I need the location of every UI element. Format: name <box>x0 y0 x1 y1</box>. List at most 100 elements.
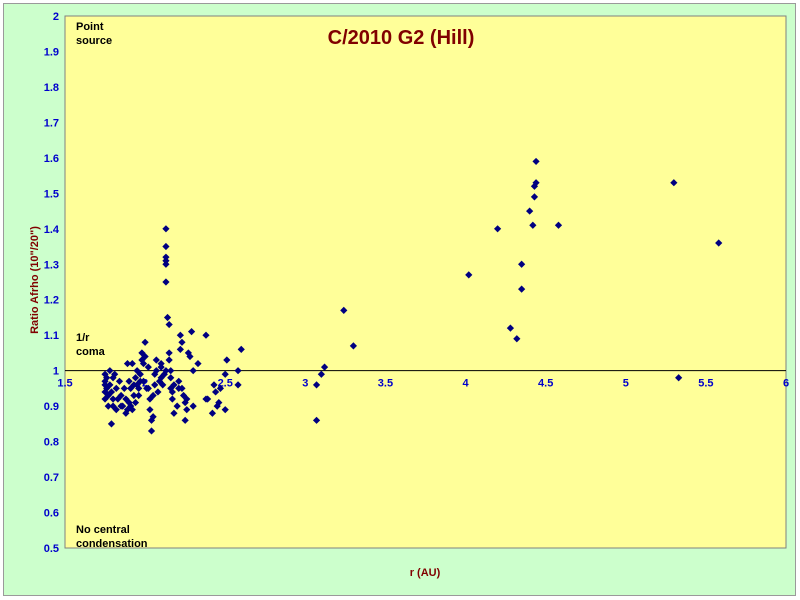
x-tick-label: 5.5 <box>698 378 713 390</box>
data-point <box>532 179 540 187</box>
y-tick-label: 1.2 <box>44 295 59 307</box>
data-point <box>152 367 160 375</box>
data-point <box>128 359 136 368</box>
x-tick-label: 4.5 <box>538 378 553 390</box>
annotation-1r-line2: coma <box>76 346 106 358</box>
data-point <box>117 391 125 400</box>
data-point <box>152 356 160 364</box>
data-point <box>184 349 192 357</box>
y-tick-label: 0.9 <box>44 401 59 413</box>
data-point <box>162 242 170 251</box>
y-tick-label: 0.6 <box>44 508 59 520</box>
data-point <box>173 402 181 410</box>
y-tick-label: 1.3 <box>44 259 59 271</box>
annotation-1r-line1: 1/r <box>76 332 90 344</box>
data-point <box>178 338 186 346</box>
data-point <box>162 367 170 375</box>
data-point <box>107 388 116 396</box>
data-point <box>221 370 229 378</box>
data-point <box>112 384 120 392</box>
data-point <box>131 398 140 407</box>
data-point <box>176 345 184 353</box>
data-point <box>167 384 175 392</box>
data-point <box>715 239 723 247</box>
annotation-point-source-line1: Point <box>76 21 104 33</box>
data-point <box>151 381 159 389</box>
x-tick-label: 3.5 <box>378 378 393 390</box>
x-tick-labels: 1.5 2 2.5 3 3.5 4 4.5 5 5.5 6 <box>57 378 789 390</box>
x-tick-label: 4 <box>462 378 469 390</box>
data-point <box>147 427 156 435</box>
data-point <box>136 370 144 378</box>
data-point <box>139 377 148 385</box>
data-point <box>221 406 229 414</box>
data-point <box>109 402 117 410</box>
y-tick-label: 2 <box>53 11 59 23</box>
data-point <box>119 402 127 410</box>
data-point <box>160 370 168 378</box>
data-points <box>101 157 723 435</box>
data-point <box>101 395 109 403</box>
data-point <box>175 377 183 385</box>
data-point <box>312 381 321 389</box>
data-point <box>149 391 157 400</box>
data-point <box>532 157 540 166</box>
data-point <box>237 345 245 353</box>
data-point <box>670 179 678 187</box>
data-point <box>128 406 136 414</box>
data-point <box>157 363 165 371</box>
data-point <box>194 359 202 368</box>
data-point <box>513 335 521 343</box>
data-point <box>159 381 167 389</box>
data-point <box>106 381 114 389</box>
y-tick-label: 1.9 <box>44 46 59 58</box>
data-point <box>178 384 186 392</box>
data-point <box>133 367 141 375</box>
data-point <box>176 331 184 339</box>
data-point <box>122 395 130 403</box>
y-tick-label: 1.1 <box>44 330 59 342</box>
data-point <box>213 402 221 410</box>
data-point <box>526 207 534 215</box>
data-point <box>529 221 537 229</box>
data-point <box>115 377 124 385</box>
data-point <box>144 363 152 371</box>
data-point <box>167 367 175 375</box>
data-point <box>170 381 178 389</box>
data-point <box>151 370 159 378</box>
data-point <box>165 356 173 364</box>
chart-svg: 0.5 0.6 0.7 0.8 0.9 1 1.1 1.2 1.3 1.4 1.5 1.6 1.7 1.8… <box>29 11 789 579</box>
data-point <box>104 391 112 400</box>
data-point <box>340 306 348 314</box>
annotation-point-source-line2: source <box>76 35 112 47</box>
data-point <box>130 391 138 400</box>
data-point <box>165 349 173 357</box>
data-point <box>170 409 178 417</box>
data-point <box>168 388 176 396</box>
data-point <box>168 395 176 403</box>
data-point <box>101 377 109 385</box>
data-point <box>518 285 526 293</box>
data-point <box>135 384 143 392</box>
x-tick-label: 3 <box>302 378 308 390</box>
data-point <box>163 313 172 322</box>
data-point <box>189 402 197 410</box>
data-point <box>149 413 157 421</box>
data-point <box>127 402 135 410</box>
y-tick-label: 1.5 <box>44 188 59 200</box>
data-point <box>135 391 143 400</box>
data-point <box>162 278 170 286</box>
y-tick-label: 0.5 <box>44 543 59 555</box>
y-tick-label: 1.8 <box>44 82 59 94</box>
data-point <box>157 374 165 382</box>
data-point <box>138 349 146 357</box>
data-point <box>183 406 191 414</box>
y-tick-label: 1 <box>53 366 59 378</box>
data-point <box>125 377 133 385</box>
data-point <box>223 356 231 364</box>
data-point <box>181 416 189 424</box>
data-point <box>123 359 132 368</box>
y-tick-labels: 0.5 0.6 0.7 0.8 0.9 1 1.1 1.2 1.3 1.4 1.5 1.6 1.7 1.8… <box>44 11 60 555</box>
data-point <box>506 324 515 332</box>
y-tick-label: 1.7 <box>44 117 59 129</box>
